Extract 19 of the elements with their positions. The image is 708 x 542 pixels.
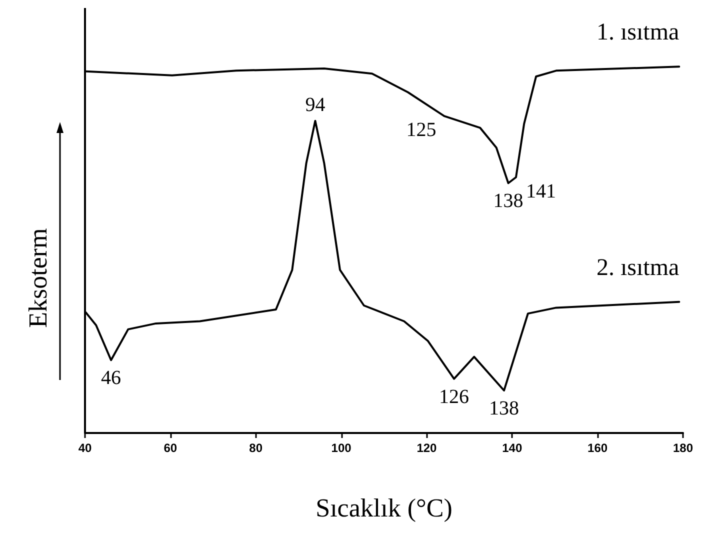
x-tick-label: 60 [164,441,178,455]
annotation: 126 [439,386,470,408]
y-axis-title: Eksoterm [24,228,52,328]
series-label: 2. ısıtma [596,254,680,281]
annotation: 94 [305,94,326,116]
series-label: 1. ısıtma [596,20,680,46]
x-tick-label: 120 [416,441,438,455]
x-tick-label: 140 [502,441,522,455]
x-axis-title: Sıcaklık (°C) [316,494,452,522]
annotation: 138 [493,190,524,212]
x-tick-label: 80 [249,441,263,455]
annotation: 125 [406,119,436,142]
annotation: 141 [526,180,556,202]
x-tick-label: 160 [588,441,608,455]
annotation: 46 [101,367,122,390]
x-tick-label: 180 [672,441,694,455]
x-tick-label: 100 [331,441,352,455]
x-tick-label: 40 [78,441,92,455]
annotation: 138 [489,398,520,420]
